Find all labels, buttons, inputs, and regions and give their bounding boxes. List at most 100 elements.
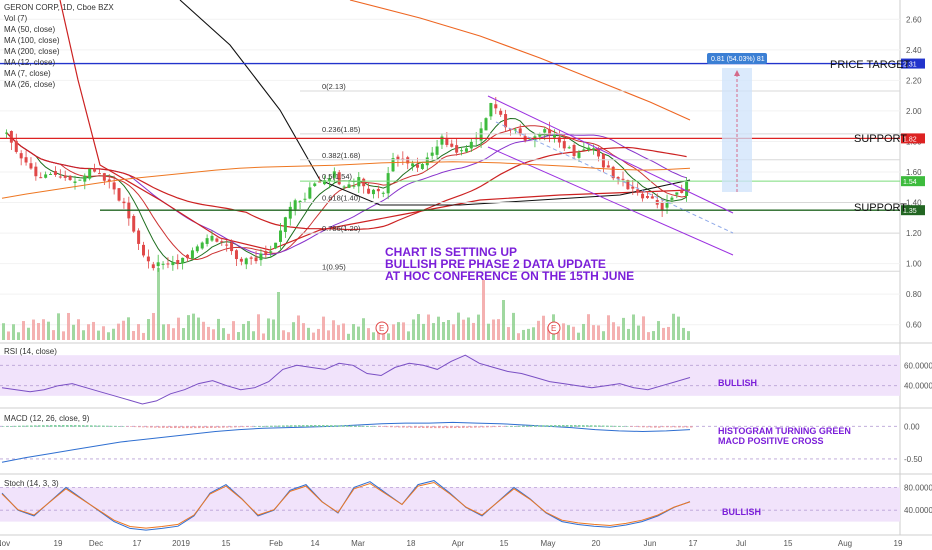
volume-bar (582, 323, 585, 340)
candle-body (161, 263, 165, 265)
candle-body (567, 147, 571, 149)
candle-body (24, 157, 28, 163)
candle-body (9, 131, 13, 143)
macd-histogram-bar (658, 426, 661, 428)
volume-bar (112, 328, 115, 340)
ma50-long-line (59, 0, 691, 251)
candle-body (220, 241, 224, 243)
candle-body (112, 182, 116, 190)
macd-histogram-bar (390, 426, 393, 428)
measure-label: 0.81 (54.03%) 81 (711, 56, 765, 63)
candle-body (234, 250, 238, 260)
legend-title: GERON CORP, 1D, Cboe BZX (4, 3, 114, 12)
volume-bar (567, 325, 570, 340)
rsi-layer-band (0, 355, 900, 396)
macd-histogram-bar (422, 426, 425, 428)
volume-bar (447, 320, 450, 340)
macd-histogram-bar (118, 426, 121, 427)
candle-body (650, 196, 654, 199)
earnings-marker-2 (547, 321, 561, 335)
volume-bar (332, 320, 335, 340)
candle-body (176, 260, 180, 265)
volume-bar (62, 331, 65, 340)
candle-body (548, 129, 552, 136)
time-axis: Nov 19 Dec 17 2019 15 Feb 14 Mar 18 Apr 15 May 20 Jun 1… (0, 539, 903, 548)
candle-body (146, 256, 150, 262)
volume-bar (627, 328, 630, 340)
macd-histogram-bar (246, 426, 249, 427)
macd-histogram-bar (478, 426, 481, 428)
volume-bar (532, 327, 535, 340)
volume-bar (177, 317, 180, 340)
fib-label-0: 0(2.13) (322, 82, 346, 91)
time-tick-label-12: May (540, 539, 555, 548)
candle-body (68, 175, 72, 180)
macd-histogram-bar (430, 426, 433, 429)
volume-bar (57, 313, 60, 340)
volume-bar (642, 316, 645, 340)
candle-body (318, 181, 322, 183)
stoch-bullish-label: BULLISH (722, 507, 761, 517)
volume-bar (297, 315, 300, 340)
candle-body (381, 192, 385, 194)
macd-histogram-bar (238, 426, 241, 428)
macd-histogram-bar (570, 425, 573, 427)
macd-histogram-bar (610, 425, 613, 427)
candle-body (102, 173, 106, 181)
macd-histogram-bar (266, 425, 269, 427)
candle-body (645, 196, 649, 198)
candle-body (435, 146, 439, 155)
macd-histogram-bar (398, 426, 401, 428)
volume-bar (202, 321, 205, 340)
macd-histogram-bar (602, 425, 605, 427)
earnings-markers: E E (375, 321, 561, 335)
macd-histogram-bar (642, 426, 645, 428)
macd-layer-tick-label-0: 0.00 (904, 422, 920, 431)
candle-body (5, 132, 8, 134)
volume-bar (482, 280, 485, 340)
candle-body (660, 202, 664, 210)
candle-body (347, 184, 351, 188)
volume-bar (677, 316, 680, 340)
macd-histogram-bar (250, 426, 253, 427)
candle-body (460, 150, 464, 152)
volume-bar (427, 314, 430, 340)
candle-body (450, 143, 454, 147)
macd-histogram-bar (470, 426, 473, 428)
volume-bar (207, 326, 210, 340)
volume-bar (52, 330, 55, 340)
volume-bar (422, 323, 425, 340)
earnings-marker-2-label: E (551, 324, 556, 333)
fib-label-1: 0.236(1.85) (322, 125, 361, 134)
rsi-layer-tick-label-0: 60.0000 (904, 361, 932, 370)
legend-ma100: MA (100, close) (4, 36, 60, 45)
time-tick-label-15: 17 (689, 539, 698, 548)
volume-bar (417, 314, 420, 340)
macd-histogram-bar (690, 426, 693, 428)
macd-histogram-bar (334, 425, 337, 427)
level-tag-2: 1.35 (903, 208, 917, 215)
volume-bar (492, 319, 495, 340)
candle-body (411, 163, 415, 167)
rsi-title: RSI (14, close) (4, 347, 57, 356)
time-tick-label-18: Aug (838, 539, 852, 548)
volume-bar (387, 333, 390, 340)
volume-bar (342, 323, 345, 340)
note-line-2: BULLISH PRE PHASE 2 DATA UPDATE (385, 257, 606, 271)
volume-bar (317, 328, 320, 340)
candle-body (489, 103, 493, 117)
volume-bar (462, 319, 465, 340)
macd-histogram-bar (346, 425, 349, 427)
candle-body (166, 263, 170, 265)
volume-bar (102, 326, 105, 340)
rsi-layer-line (1, 354, 691, 405)
macd-histogram-bar (242, 426, 245, 428)
candle-body (195, 246, 199, 252)
macd-histogram-bar (442, 426, 445, 429)
macd-histogram-bar (342, 425, 345, 427)
volume-bar (182, 328, 185, 340)
time-tick-label-3: 17 (133, 539, 142, 548)
ma200-line (349, 0, 691, 121)
candle-body (264, 251, 268, 255)
candle-body (303, 198, 307, 200)
